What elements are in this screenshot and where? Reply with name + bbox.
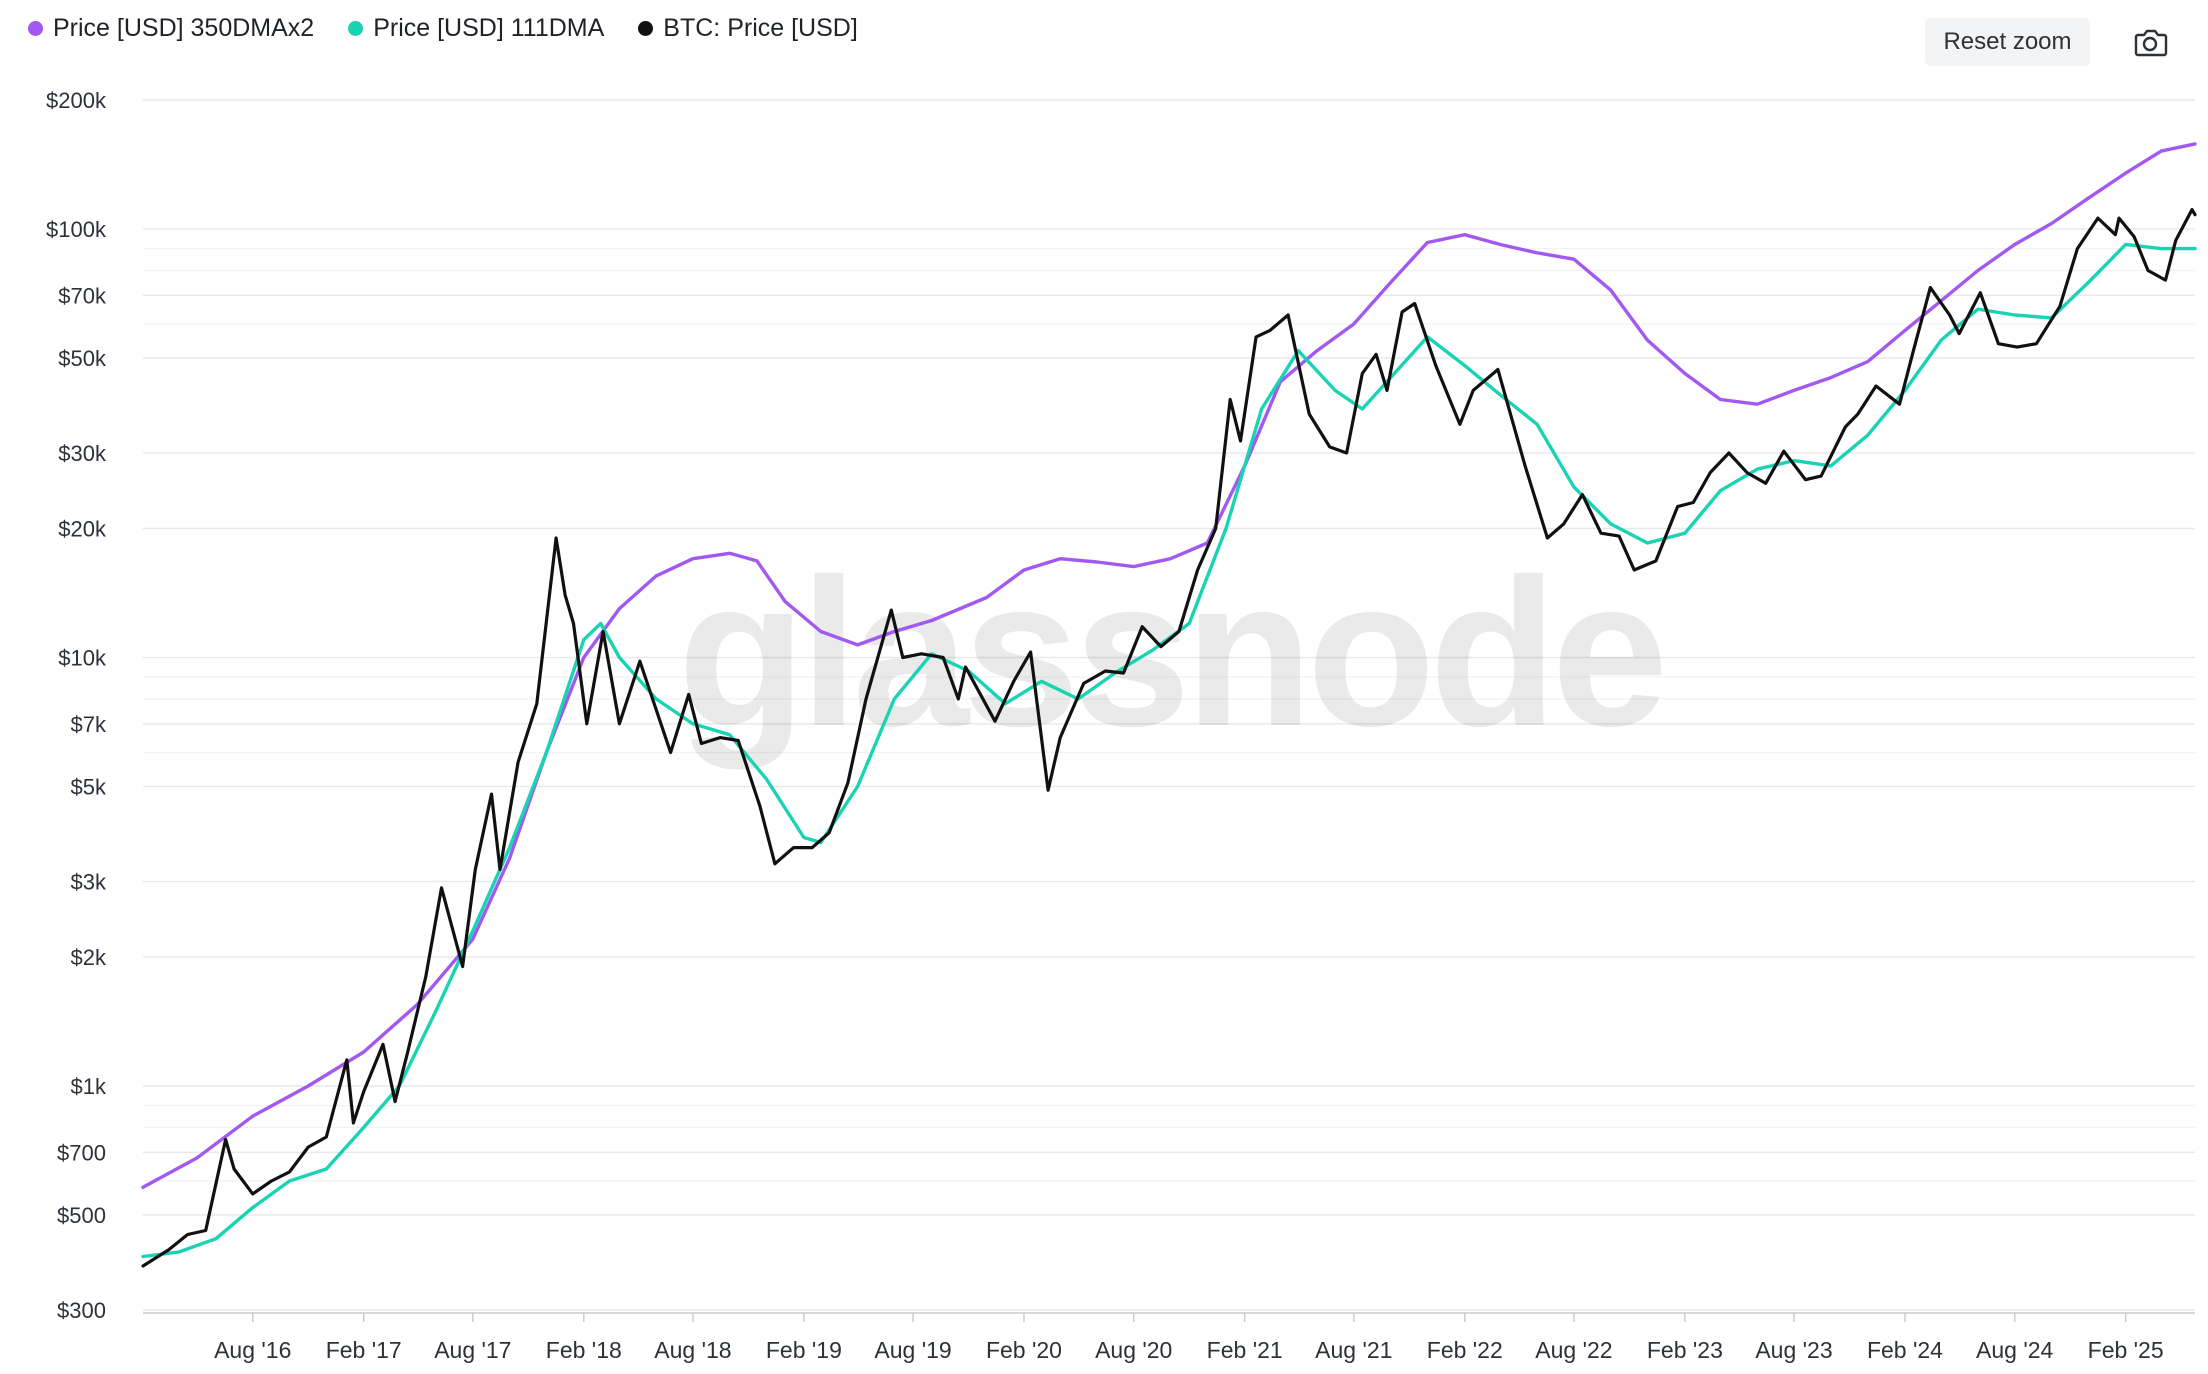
legend-dot-purple [28,21,43,36]
legend-item-350dmax2[interactable]: Price [USD] 350DMAx2 [28,14,314,43]
y-tick-label: $700 [57,1140,106,1165]
x-tick-label: Feb '22 [1427,1337,1503,1363]
series-line-3 [141,208,2197,1268]
legend-dot-teal [348,21,364,36]
legend-item-btc-price[interactable]: BTC: Price [USD] [638,14,858,43]
y-tick-label: $30k [58,441,107,466]
x-tick-label: Aug '19 [874,1337,951,1363]
series-line-2 [141,242,2197,1259]
y-tick-label: $500 [57,1203,106,1228]
x-tick-label: Aug '24 [1976,1337,2053,1363]
y-tick-label: $1k [71,1074,107,1099]
x-tick-label: Feb '23 [1647,1337,1723,1363]
y-tick-label: $300 [57,1298,106,1323]
x-tick-label: Feb '25 [2088,1337,2164,1363]
y-tick-label: $10k [58,645,107,670]
x-tick-label: Feb '24 [1867,1337,1943,1363]
x-tick-label: Aug '18 [654,1337,731,1363]
x-tick-label: Aug '22 [1535,1337,1612,1363]
legend-item-111dma[interactable]: Price [USD] 111DMA [348,14,604,43]
legend-label: Price [USD] 350DMAx2 [53,14,315,42]
y-tick-label: $70k [58,283,107,308]
chart-legend: Price [USD] 350DMAx2 Price [USD] 111DMA … [28,14,858,43]
glassnode-watermark: glassnode [678,535,1663,770]
legend-label: BTC: Price [USD] [663,14,858,42]
x-axis: Aug '16 Feb '17 Aug '17 Feb '18 Aug '18 Feb '… [143,1312,2195,1363]
y-tick-label: $50k [58,346,107,371]
y-tick-label: $7k [71,712,107,737]
x-tick-label: Feb '21 [1207,1337,1283,1363]
reset-zoom-button[interactable]: Reset zoom [1925,18,2090,66]
x-tick-label: Aug '16 [214,1337,291,1363]
y-tick-label: $200k [46,88,107,113]
legend-label: Price [USD] 111DMA [373,14,605,42]
x-tick-label: Feb '19 [766,1337,842,1363]
x-tick-label: Aug '21 [1315,1337,1392,1363]
series-lines [141,142,2197,1268]
x-tick-label: Feb '20 [986,1337,1062,1363]
x-tick-label: Aug '20 [1095,1337,1172,1363]
x-tick-label: Aug '23 [1755,1337,1832,1363]
y-tick-label: $5k [71,774,107,799]
y-tick-label: $3k [71,870,107,895]
series-line-1 [141,142,2197,1189]
grid-lines [143,99,2195,1311]
y-axis: $200k $100k $70k $50k $30k $20k $10k $7k $5k $3k $… [46,88,107,1323]
y-tick-label: $2k [71,945,107,970]
y-tick-label: $20k [58,516,107,541]
y-tick-label: $100k [46,217,107,242]
x-tick-label: Feb '17 [326,1337,402,1363]
x-tick-label: Feb '18 [546,1337,622,1363]
legend-dot-black [638,21,654,36]
camera-icon[interactable] [2130,22,2170,62]
x-tick-label: Aug '17 [434,1337,511,1363]
